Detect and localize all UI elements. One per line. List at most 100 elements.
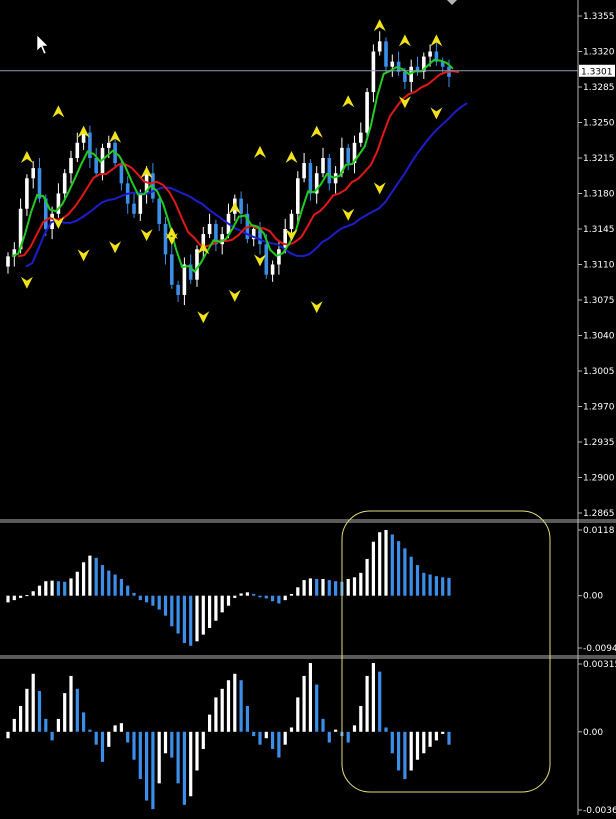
buy-arrow-icon [52, 105, 65, 118]
histogram-bar [365, 558, 369, 596]
candle-body [440, 61, 445, 67]
histogram-bar [25, 688, 29, 732]
candle-body [176, 284, 180, 295]
histogram-bar [378, 671, 382, 732]
axis-tick-label: 1.3075 [583, 296, 615, 306]
candle-body [44, 198, 48, 229]
sell-arrow-icon [398, 96, 411, 109]
current-price-label: 1.3301 [581, 67, 613, 77]
histogram-bar [447, 577, 451, 596]
axis-tick-label: 1.3285 [583, 83, 615, 93]
ma-mid-line [17, 70, 460, 258]
histogram-bar [409, 731, 413, 771]
axis-tick-label: 0.003155 [583, 660, 616, 670]
histogram-bar [283, 595, 287, 601]
histogram-bar [113, 574, 117, 596]
histogram-bar [100, 731, 105, 762]
histogram-bar [245, 706, 249, 732]
oscillator-panel-2[interactable] [6, 663, 451, 810]
histogram-bar [132, 731, 136, 760]
candle-body [201, 234, 206, 250]
annotation-overlay [0, 0, 616, 793]
candle-body [163, 223, 168, 255]
histogram-bar [69, 578, 73, 596]
histogram-bar [63, 693, 67, 732]
candle-body [107, 142, 111, 148]
sell-arrow-icon [109, 241, 122, 254]
sell-arrow-icon [254, 254, 266, 267]
price-panel[interactable] [0, 19, 578, 324]
sell-arrow-icon [77, 249, 90, 262]
histogram-bar [384, 727, 388, 732]
candle-body [377, 41, 382, 52]
oscillator-panel-1[interactable] [6, 530, 451, 646]
axis-tick-label: 1.3180 [583, 190, 615, 200]
candle-body [81, 132, 86, 143]
histogram-bar [327, 580, 331, 596]
histogram-bar [157, 595, 161, 610]
buy-arrow-icon [310, 125, 323, 138]
histogram-bar [6, 595, 10, 603]
candle-body [239, 198, 243, 214]
candle-body [157, 198, 161, 224]
buy-arrow-icon [254, 145, 266, 158]
candle-body [384, 41, 388, 67]
candle-body [132, 203, 136, 214]
buy-arrow-icon [342, 95, 355, 108]
histogram-bar [277, 731, 281, 758]
histogram-bar [302, 675, 306, 732]
candle-body [251, 229, 256, 240]
chart-shift-marker-icon[interactable] [447, 0, 457, 5]
histogram-bar [195, 731, 199, 771]
sell-arrow-icon [165, 233, 178, 246]
histogram-bar [346, 578, 350, 596]
candle-body [359, 132, 363, 143]
highlight-box [341, 510, 551, 793]
axis-tick-label: 1.3145 [583, 225, 615, 235]
mouse-cursor-icon [36, 34, 49, 55]
histogram-bar [384, 530, 388, 596]
histogram-bar [352, 725, 357, 732]
histogram-bar [359, 706, 363, 732]
sell-arrow-icon [197, 311, 210, 324]
buy-arrow-icon [77, 125, 90, 138]
histogram-bar [50, 731, 54, 741]
histogram-bar [258, 731, 262, 745]
histogram-bar [170, 731, 174, 758]
candle-body [56, 193, 61, 214]
candle-body [428, 51, 432, 57]
buy-arrow-icon [398, 34, 411, 47]
histogram-bar [145, 595, 149, 603]
candle-body [12, 249, 17, 257]
histogram-bar [75, 688, 79, 732]
histogram-bar [170, 595, 174, 627]
price-axis[interactable]: 1.3355 1.3320 1.3285 1.3250 1.3215 1.3180 1.31… [577, 0, 616, 816]
histogram-bar [226, 595, 231, 606]
histogram-bar [214, 595, 218, 621]
histogram-bar [19, 595, 23, 598]
candle-body [352, 142, 357, 164]
histogram-bar [94, 731, 98, 745]
candle-body [277, 249, 281, 265]
histogram-bar [163, 731, 168, 754]
histogram-bar [296, 587, 300, 596]
axis-tick-label: 1.3005 [583, 367, 615, 377]
candle-body [434, 51, 439, 62]
histogram-bar [283, 731, 287, 745]
histogram-bar [409, 556, 413, 596]
histogram-bar [176, 595, 180, 634]
sell-arrow-icon [52, 216, 65, 229]
buy-arrow-icon [228, 201, 241, 214]
histogram-bar [403, 548, 407, 596]
histogram-bar [126, 585, 130, 596]
candle-body [422, 56, 426, 72]
candle-body [207, 223, 212, 235]
candle-body [18, 208, 23, 250]
histogram-bar [233, 673, 237, 732]
candle-body [403, 71, 407, 82]
histogram-bar [434, 576, 438, 596]
histogram-bar [63, 581, 67, 596]
histogram-bar [233, 595, 237, 598]
histogram-bar [403, 731, 407, 780]
axis-tick-label: 1.3320 [583, 48, 615, 58]
